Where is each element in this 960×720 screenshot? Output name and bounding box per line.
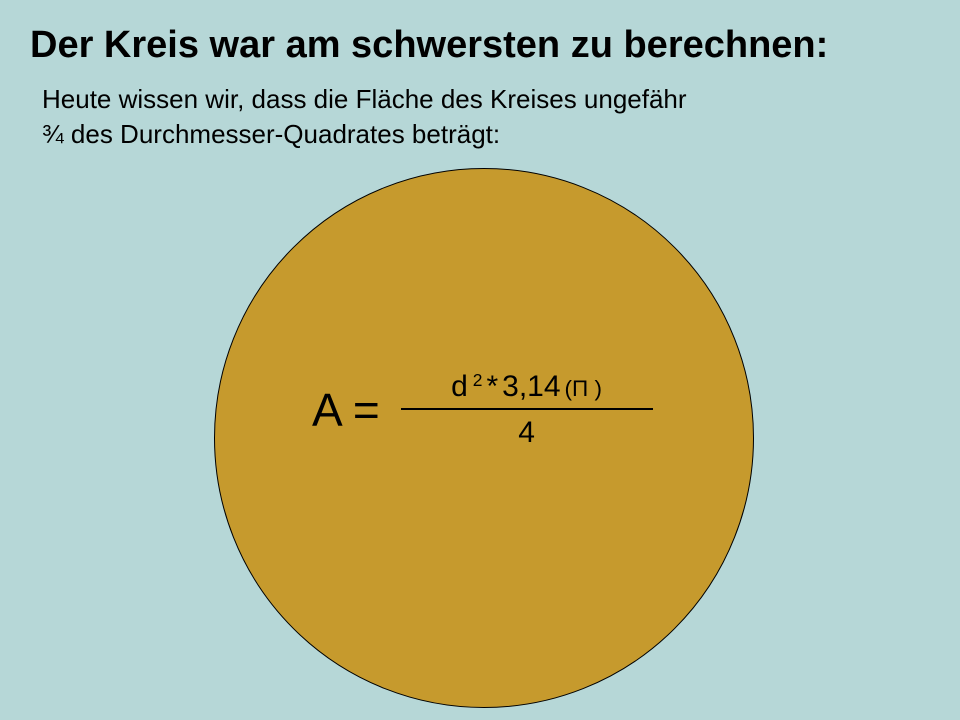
slide: Der Kreis war am schwersten zu berechnen… — [0, 0, 960, 720]
subtitle-line-1: Heute wissen wir, dass die Fläche des Kr… — [42, 84, 687, 114]
numerator-times: * — [486, 370, 498, 404]
formula-denominator: 4 — [518, 410, 535, 450]
area-formula: A = d2 * 3,14 (Π ) 4 — [312, 370, 653, 450]
subtitle-line-2: ¾ des Durchmesser-Quadrates beträgt: — [42, 119, 500, 149]
numerator-d: d — [451, 370, 468, 404]
numerator-pi-value: 3,14 — [502, 370, 560, 404]
numerator-exponent: 2 — [473, 370, 483, 391]
formula-numerator: d2 * 3,14 (Π ) — [445, 370, 608, 408]
slide-subtitle: Heute wissen wir, dass die Fläche des Kr… — [42, 82, 687, 152]
numerator-pi-symbol: (Π ) — [565, 376, 603, 402]
slide-title: Der Kreis war am schwersten zu berechnen… — [30, 24, 828, 67]
formula-lhs: A = — [312, 383, 393, 437]
formula-fraction: d2 * 3,14 (Π ) 4 — [401, 370, 653, 450]
